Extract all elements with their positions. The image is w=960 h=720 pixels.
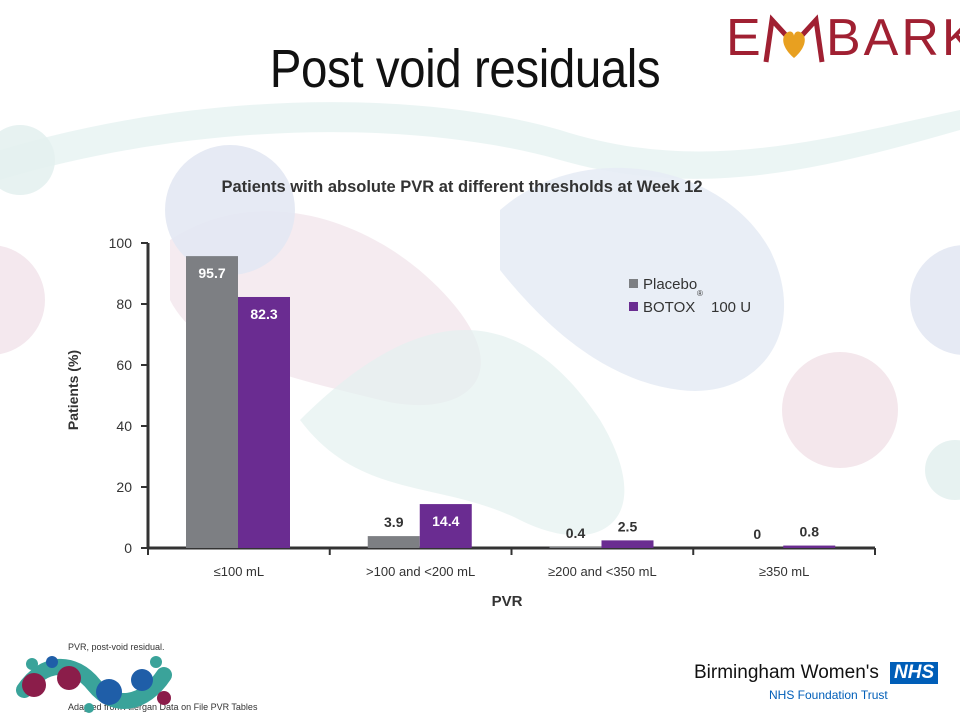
y-tick-label: 20 [116, 479, 132, 495]
data-label: 0.4 [566, 525, 586, 541]
bar-botox [783, 545, 836, 548]
data-label: 0.8 [800, 524, 820, 540]
x-tick-label: ≥350 mL [759, 564, 810, 579]
nhs-badge: NHS [890, 662, 939, 684]
data-label: 14.4 [432, 513, 459, 529]
bar-placebo [367, 536, 420, 548]
y-tick-label: 80 [116, 296, 132, 312]
legend-trademark: ® [697, 289, 703, 298]
x-tick-label: ≥200 and <350 mL [548, 564, 657, 579]
legend-label-placebo: Placebo [643, 276, 697, 293]
bar-placebo [186, 256, 238, 548]
heart-m-icon [763, 14, 825, 63]
legend-swatch-botox [629, 302, 638, 311]
nhs-trust-logo: Birmingham Women's NHS NHS Foundation Tr… [694, 660, 944, 710]
slide-title: Post void residuals [269, 39, 661, 99]
legend-dose: 100 U [711, 299, 751, 316]
bar-botox [419, 504, 472, 548]
bar-botox [601, 540, 654, 548]
org-subtitle: NHS Foundation Trust [769, 688, 888, 702]
y-tick-label: 60 [116, 357, 132, 373]
chart-title: Patients with absolute PVR at different … [221, 178, 702, 196]
y-tick-label: 100 [109, 235, 133, 251]
bar-botox [238, 296, 290, 548]
data-label: 2.5 [618, 518, 638, 534]
y-axis-label: Patients (%) [65, 350, 81, 430]
legend-swatch-placebo [629, 279, 638, 288]
y-tick-label: 0 [124, 540, 132, 556]
brand-logo-e: E [726, 9, 764, 67]
data-label: 0 [753, 526, 761, 542]
data-label: 95.7 [198, 265, 225, 281]
data-label: 82.3 [250, 306, 277, 322]
embark-dots-logo [16, 656, 172, 713]
y-tick-label: 40 [116, 418, 132, 434]
x-tick-label: ≤100 mL [214, 564, 265, 579]
brand-logo: E BARK [722, 8, 960, 68]
data-label: 3.9 [384, 514, 404, 530]
footnote: PVR, post-void residual. [68, 642, 165, 652]
x-tick-label: >100 and <200 mL [366, 564, 475, 579]
source-note: Adapted from Allergan Data on File PVR T… [68, 702, 258, 712]
bar-placebo [549, 546, 602, 548]
org-name: Birmingham Women's [694, 662, 879, 683]
x-axis-label: PVR [492, 593, 523, 610]
brand-logo-bark: BARK [826, 9, 960, 67]
legend-label-botox: BOTOX [643, 299, 695, 316]
